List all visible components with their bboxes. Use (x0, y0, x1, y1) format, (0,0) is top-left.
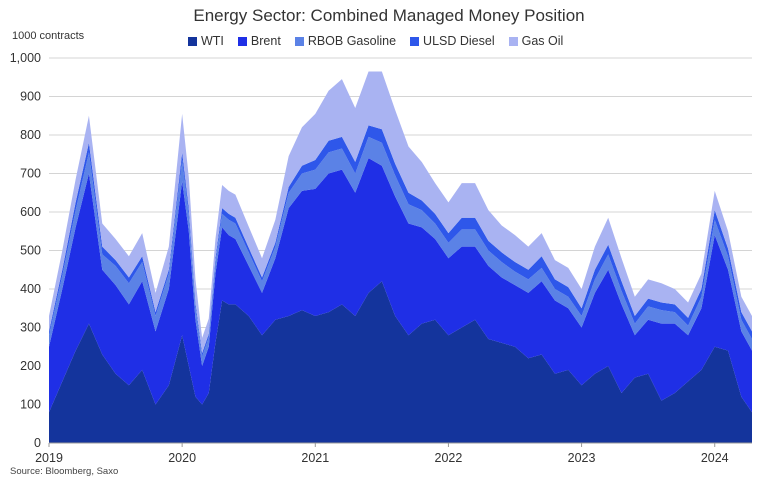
area-series-brent (49, 158, 752, 413)
legend-swatch (188, 36, 197, 46)
x-tick-label: 2022 (435, 451, 463, 465)
chart-title: Energy Sector: Combined Managed Money Po… (193, 6, 585, 25)
legend-item: Brent (237, 34, 281, 48)
legend-label: WTI (201, 34, 224, 48)
source-note: Source: Bloomberg, Saxo (10, 466, 119, 477)
legend-swatch (294, 36, 304, 46)
y-tick-label: 700 (20, 167, 41, 181)
legend-item: RBOB Gasoline (294, 34, 397, 48)
y-tick-label: 900 (20, 90, 41, 104)
area-series-rbob-gasoline (49, 136, 752, 366)
x-tick-label: 2023 (568, 451, 596, 465)
legend-swatch (410, 36, 420, 46)
legend: WTI Brent RBOB Gasoline ULSD Diesel Gas Oil (188, 34, 563, 48)
legend-label: RBOB Gasoline (307, 34, 397, 48)
y-tick-label: 0 (34, 436, 41, 450)
x-tick-label: 2020 (168, 451, 196, 465)
x-tick-label: 2021 (301, 451, 329, 465)
y-tick-label: 100 (20, 398, 41, 412)
area-series-wti (49, 281, 752, 443)
legend-item: WTI (188, 34, 224, 48)
legend-item: ULSD Diesel (410, 34, 495, 48)
y-tick-label: 400 (20, 282, 41, 296)
legend-swatch (237, 36, 247, 46)
y-tick-label: 200 (20, 359, 41, 373)
x-tick-label: 2019 (35, 451, 63, 465)
y-axis-label: 1000 contracts (12, 30, 85, 42)
x-tick-label: 2024 (701, 451, 729, 465)
legend-label: ULSD Diesel (423, 34, 495, 48)
legend-item: Gas Oil (508, 34, 564, 48)
legend-label: Brent (250, 34, 281, 48)
y-tick-label: 1,000 (10, 51, 41, 65)
y-tick-label: 600 (20, 205, 41, 219)
legend-label: Gas Oil (521, 34, 564, 48)
y-tick-label: 500 (20, 244, 41, 258)
y-tick-label: 800 (20, 128, 41, 142)
area-series-gas-oil (49, 71, 752, 354)
y-tick-label: 300 (20, 321, 41, 335)
legend-swatch (508, 36, 518, 46)
